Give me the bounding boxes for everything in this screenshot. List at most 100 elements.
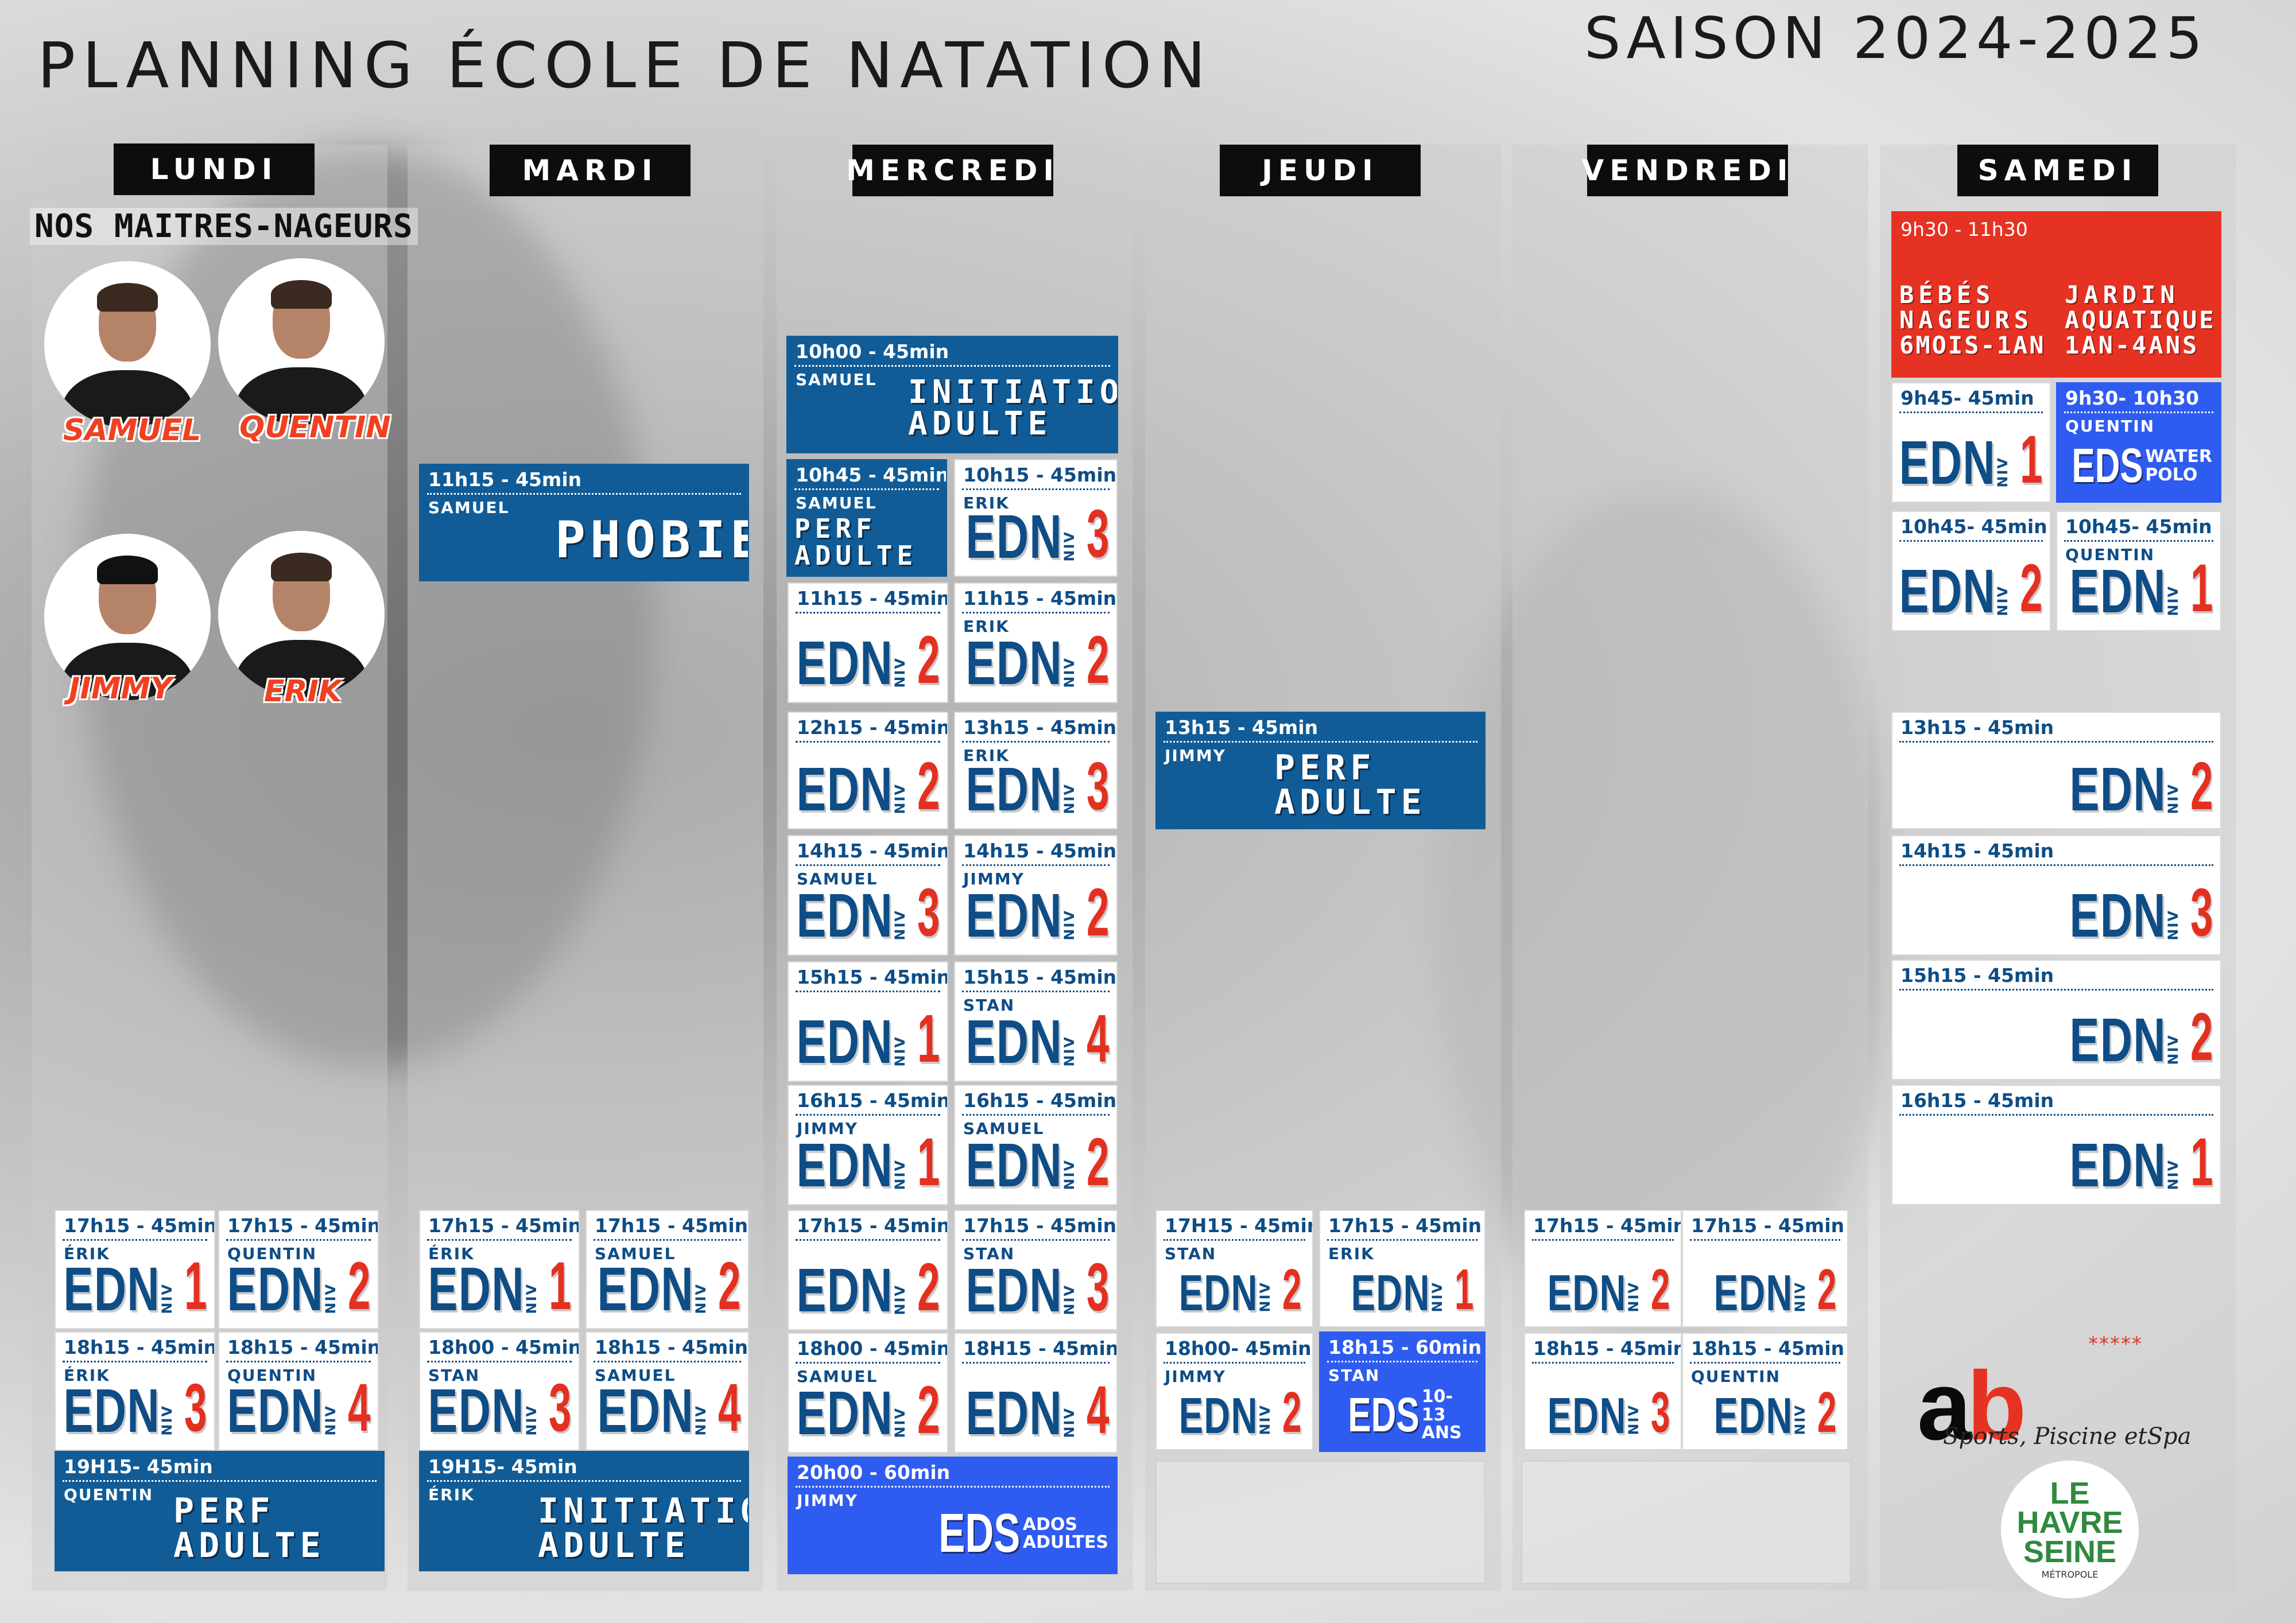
bebes-line1: BÉBÉS: [1899, 281, 1995, 309]
edn-level-label: EDN NIV 3: [420, 1370, 572, 1446]
divider: [796, 1239, 940, 1241]
level-number: 1: [2190, 550, 2213, 626]
slot-samedi-bebes-jardin[interactable]: 9h30 - 11h30 BÉBÉS NAGEURS 6MOIS-1AN JAR…: [1891, 211, 2221, 378]
slot-ven-a[interactable]: 17h15 - 45min EDN NIV 2: [1524, 1210, 1682, 1327]
bebes-line2: NAGEURS: [1899, 306, 2034, 334]
slot-sam-d[interactable]: 13h15 - 45min EDN NIV 2: [1891, 712, 2221, 829]
slot-mer-o[interactable]: 18H15 - 45min EDN NIV 4: [954, 1333, 1118, 1453]
slot-time: 14h15 - 45min: [797, 840, 948, 862]
slot-samedi-eds-water-polo[interactable]: 9h30- 10h30 QUENTIN EDS WATER POLO: [2056, 382, 2221, 503]
slot-jeudi-perf-adulte[interactable]: 13h15 - 45min JIMMY PERF ADULTE: [1155, 712, 1486, 829]
niv-text: NIV: [1626, 1404, 1642, 1435]
lhs-line4: MÉTROPOLE: [2041, 1569, 2099, 1581]
niv-text: NIV: [1429, 1282, 1445, 1313]
edn-text: EDN: [965, 1130, 1062, 1199]
slot-mer-l[interactable]: 17h15 - 45min EDN NIV 2: [788, 1210, 948, 1330]
niv-text: NIV: [1257, 1404, 1273, 1435]
slot-time: 17h15 - 45min: [428, 1214, 580, 1237]
slot-label-line1: PERF: [794, 513, 876, 544]
edn-level-label: EDN NIV 2: [587, 1252, 741, 1320]
slot-lun-b[interactable]: 17h15 - 45min QUENTIN EDN NIV 2: [218, 1210, 379, 1329]
slot-jeu-b[interactable]: 17h15 - 45min ERIK EDN NIV 1: [1319, 1210, 1486, 1327]
lhs-line3: SEINE: [2023, 1535, 2117, 1570]
divider: [1327, 1361, 1477, 1362]
niv-text: NIV: [892, 1407, 908, 1438]
slot-mer-c[interactable]: 11h15 - 45min ERIK EDN NIV 2: [954, 583, 1118, 703]
slot-mar-a[interactable]: 17h15 - 45min ÉRIK EDN NIV 1: [419, 1210, 580, 1329]
slot-mercredi-initiation-adulte[interactable]: 10h00 - 45min SAMUEL INITIATION ADULTE: [786, 336, 1118, 453]
slot-ven-b[interactable]: 17h15 - 45min EDN NIV 2: [1682, 1210, 1848, 1327]
slot-lundi-perf-adulte[interactable]: 19H15- 45min QUENTIN PERF ADULTE: [55, 1451, 385, 1571]
slot-mer-b[interactable]: 11h15 - 45min EDN NIV 2: [788, 583, 948, 703]
level-number: 3: [549, 1370, 572, 1446]
slot-sam-c[interactable]: 10h45- 45min QUENTIN EDN NIV 1: [2056, 511, 2221, 631]
slot-mer-e[interactable]: 13h15 - 45min ERIK EDN NIV 3: [954, 712, 1118, 829]
slot-mardi-initiation-adulte[interactable]: 19H15- 45min ÉRIK INITIATION ADULTE: [419, 1451, 749, 1571]
slot-mer-n[interactable]: 18h00 - 45min SAMUEL EDN NIV 2: [788, 1333, 948, 1453]
divider: [796, 1114, 940, 1116]
slot-label-line1: INITIATION: [908, 374, 1117, 411]
slot-time: 13h15 - 45min: [1901, 716, 2054, 739]
slot-mer-g[interactable]: 14h15 - 45min JIMMY EDN NIV 2: [954, 835, 1118, 956]
slot-jeudi-eds-10-13-ans[interactable]: 18h15 - 60min STAN EDS 10-13 ANS: [1319, 1331, 1486, 1452]
eds-sub-line1: 10-13: [1421, 1387, 1453, 1425]
slot-mer-d[interactable]: 12h15 - 45min EDN NIV 2: [788, 712, 948, 829]
slot-mercredi-perf-adulte[interactable]: 10h45 - 45min SAMUEL PERF ADULTE: [786, 459, 947, 577]
slot-sam-b[interactable]: 10h45- 45min EDN NIV 2: [1891, 511, 2051, 631]
niv-text: NIV: [1061, 1284, 1077, 1315]
slot-sam-f[interactable]: 15h15 - 45min EDN NIV 2: [1891, 960, 2221, 1080]
level-number: 2: [1282, 1380, 1302, 1445]
ab-logo-a: a: [1917, 1352, 1972, 1461]
niv-text: NIV: [693, 1405, 709, 1436]
slot-jeu-c[interactable]: 18h00- 45min JIMMY EDN NIV 2: [1155, 1333, 1313, 1450]
slot-coach: ÉRIK: [428, 1485, 475, 1504]
edn-text: EDN: [2069, 754, 2166, 824]
slot-sam-g[interactable]: 16h15 - 45min EDN NIV 1: [1891, 1085, 2221, 1205]
slot-sam-a[interactable]: 9h45- 45min EDN NIV 1: [1891, 382, 2051, 503]
slot-mer-i[interactable]: 15h15 - 45min STAN EDN NIV 4: [954, 961, 1118, 1082]
slot-mer-k[interactable]: 16h15 - 45min SAMUEL EDN NIV 2: [954, 1085, 1118, 1205]
day-header-vendredi: VENDREDI: [1582, 145, 1788, 196]
niv-text: NIV: [323, 1283, 339, 1314]
slot-mercredi-eds-ados-adultes[interactable]: 20h00 - 60min JIMMY EDS ADOS ADULTES: [788, 1457, 1118, 1574]
slot-mar-d[interactable]: 18h15 - 45min SAMUEL EDN NIV 4: [585, 1331, 749, 1451]
slot-mer-f[interactable]: 14h15 - 45min SAMUEL EDN NIV 3: [788, 835, 948, 956]
slot-sam-e[interactable]: 14h15 - 45min EDN NIV 3: [1891, 835, 2221, 956]
eds-sub: 10-13 ANS: [1422, 1388, 1476, 1442]
slot-mardi-phobie[interactable]: 11h15 - 45min SAMUEL PHOBIE: [419, 464, 749, 581]
divider: [962, 1114, 1110, 1116]
slot-lun-d[interactable]: 18h15 - 45min QUENTIN EDN NIV 4: [218, 1331, 379, 1451]
eds-sub-line2: ADULTES: [1022, 1532, 1108, 1552]
level-number: 2: [2020, 550, 2043, 626]
edn-text: EDN: [63, 1376, 160, 1445]
slot-time: 20h00 - 60min: [797, 1461, 951, 1484]
slot-mar-c[interactable]: 18h00 - 45min STAN EDN NIV 3: [419, 1331, 580, 1451]
slot-mer-m[interactable]: 17h15 - 45min STAN EDN NIV 3: [954, 1210, 1118, 1330]
slot-coach: QUENTIN: [227, 1366, 317, 1385]
slot-ven-c[interactable]: 18h15 - 45min EDN NIV 3: [1524, 1333, 1682, 1450]
level-number: 1: [2190, 1124, 2213, 1200]
level-number: 4: [1087, 1001, 1110, 1077]
divider: [1532, 1239, 1674, 1241]
edn-level-label: EDN NIV 2: [955, 626, 1110, 694]
day-header-lundi: LUNDI: [114, 143, 315, 195]
slot-mer-a[interactable]: 10h15 - 45min ERIK EDN NIV 3: [954, 459, 1118, 577]
slot-ven-d[interactable]: 18h15 - 45min QUENTIN EDN NIV 2: [1682, 1333, 1848, 1450]
slot-coach: JIMMY: [963, 869, 1025, 888]
slot-coach: ERIK: [963, 746, 1010, 765]
slot-mar-b[interactable]: 17h15 - 45min SAMUEL EDN NIV 2: [585, 1210, 749, 1329]
slot-lun-a[interactable]: 17h15 - 45min ÉRIK EDN NIV 1: [55, 1210, 215, 1329]
slot-jeu-a[interactable]: 17H15 - 45min STAN EDN NIV 2: [1155, 1210, 1313, 1327]
slot-lun-c[interactable]: 18h15 - 45min ÉRIK EDN NIV 3: [55, 1331, 215, 1451]
divider: [427, 1361, 572, 1362]
slot-mer-h[interactable]: 15h15 - 45min EDN NIV 1: [788, 961, 948, 1082]
edn-level-label: EDN NIV 2: [955, 879, 1110, 946]
level-number: 2: [348, 1248, 371, 1324]
slot-time: 18h00 - 45min: [428, 1336, 580, 1358]
slot-time: 17h15 - 45min: [64, 1214, 215, 1237]
slot-coach: JIMMY: [1165, 746, 1226, 765]
slot-mer-j[interactable]: 16h15 - 45min JIMMY EDN NIV 1: [788, 1085, 948, 1205]
divider: [962, 864, 1110, 866]
slot-label-line1: PERF: [1274, 748, 1376, 788]
slot-time: 13h15 - 45min: [1165, 716, 1318, 739]
